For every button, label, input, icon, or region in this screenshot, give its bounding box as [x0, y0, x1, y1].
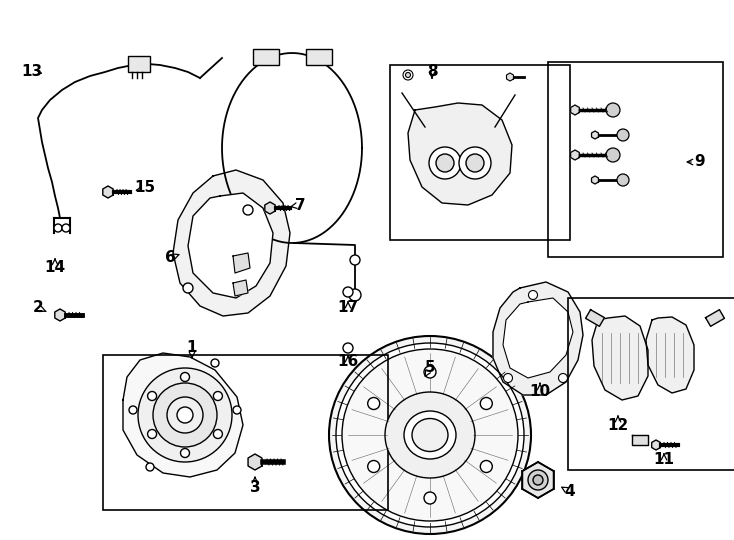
Bar: [253, 49, 279, 65]
Polygon shape: [586, 309, 604, 326]
Polygon shape: [123, 353, 243, 477]
Text: 7: 7: [294, 198, 305, 213]
Ellipse shape: [412, 418, 448, 451]
Circle shape: [424, 366, 436, 378]
Circle shape: [177, 407, 193, 423]
Circle shape: [211, 359, 219, 367]
Text: 5: 5: [425, 361, 435, 375]
Polygon shape: [523, 462, 553, 498]
Circle shape: [183, 283, 193, 293]
Ellipse shape: [336, 343, 524, 527]
Polygon shape: [173, 170, 290, 316]
Circle shape: [368, 397, 379, 409]
Polygon shape: [265, 202, 275, 214]
Circle shape: [480, 397, 493, 409]
Bar: [548, 62, 723, 257]
Bar: [128, 56, 150, 72]
Circle shape: [466, 154, 484, 172]
Polygon shape: [705, 309, 724, 326]
Text: 10: 10: [529, 384, 550, 400]
Circle shape: [459, 147, 491, 179]
Text: 6: 6: [164, 251, 175, 266]
Bar: [390, 65, 570, 240]
Polygon shape: [506, 73, 514, 81]
Circle shape: [528, 470, 548, 490]
Circle shape: [349, 289, 361, 301]
Bar: [103, 355, 388, 510]
Text: 11: 11: [653, 453, 675, 468]
Circle shape: [54, 224, 62, 232]
Circle shape: [148, 429, 156, 438]
Circle shape: [343, 287, 353, 297]
Polygon shape: [646, 317, 694, 393]
Circle shape: [606, 148, 620, 162]
Circle shape: [153, 383, 217, 447]
Circle shape: [148, 392, 156, 401]
Bar: [568, 298, 734, 470]
Text: 15: 15: [134, 180, 156, 195]
Polygon shape: [503, 298, 573, 378]
Text: 16: 16: [338, 354, 359, 369]
Polygon shape: [408, 103, 512, 205]
Polygon shape: [233, 280, 248, 296]
Text: 3: 3: [250, 480, 261, 495]
Ellipse shape: [329, 336, 531, 534]
Circle shape: [214, 392, 222, 401]
Polygon shape: [652, 440, 661, 450]
Polygon shape: [55, 309, 65, 321]
Circle shape: [480, 461, 493, 472]
Ellipse shape: [385, 392, 475, 478]
Circle shape: [129, 406, 137, 414]
Polygon shape: [188, 193, 273, 298]
Text: 1: 1: [186, 341, 197, 355]
Text: 12: 12: [607, 417, 628, 433]
Circle shape: [617, 174, 629, 186]
Circle shape: [368, 461, 379, 472]
Text: 17: 17: [338, 300, 359, 315]
Circle shape: [606, 103, 620, 117]
Polygon shape: [592, 316, 648, 400]
Circle shape: [403, 70, 413, 80]
Circle shape: [528, 291, 537, 300]
Circle shape: [533, 475, 543, 485]
Circle shape: [350, 255, 360, 265]
Circle shape: [181, 449, 189, 457]
Polygon shape: [592, 131, 598, 139]
Circle shape: [181, 373, 189, 381]
Ellipse shape: [404, 411, 456, 459]
Circle shape: [436, 154, 454, 172]
Polygon shape: [632, 435, 648, 445]
Circle shape: [424, 492, 436, 504]
Circle shape: [138, 368, 232, 462]
Circle shape: [429, 147, 461, 179]
Bar: [306, 49, 332, 65]
Circle shape: [167, 397, 203, 433]
Polygon shape: [248, 454, 262, 470]
Text: 13: 13: [21, 64, 43, 79]
Circle shape: [62, 224, 70, 232]
Polygon shape: [103, 186, 113, 198]
Polygon shape: [570, 105, 579, 115]
Text: 14: 14: [45, 260, 65, 275]
Polygon shape: [592, 176, 598, 184]
Polygon shape: [233, 253, 250, 273]
Text: 8: 8: [426, 64, 437, 79]
Circle shape: [243, 205, 253, 215]
Polygon shape: [570, 150, 579, 160]
Text: 2: 2: [32, 300, 43, 315]
Circle shape: [405, 72, 410, 78]
Circle shape: [343, 343, 353, 353]
Circle shape: [559, 374, 567, 382]
Polygon shape: [493, 282, 583, 395]
Ellipse shape: [342, 349, 518, 521]
Circle shape: [146, 463, 154, 471]
Circle shape: [504, 374, 512, 382]
Circle shape: [214, 429, 222, 438]
Text: 4: 4: [564, 484, 575, 500]
Circle shape: [617, 129, 629, 141]
Text: 9: 9: [694, 154, 705, 170]
Circle shape: [233, 406, 241, 414]
